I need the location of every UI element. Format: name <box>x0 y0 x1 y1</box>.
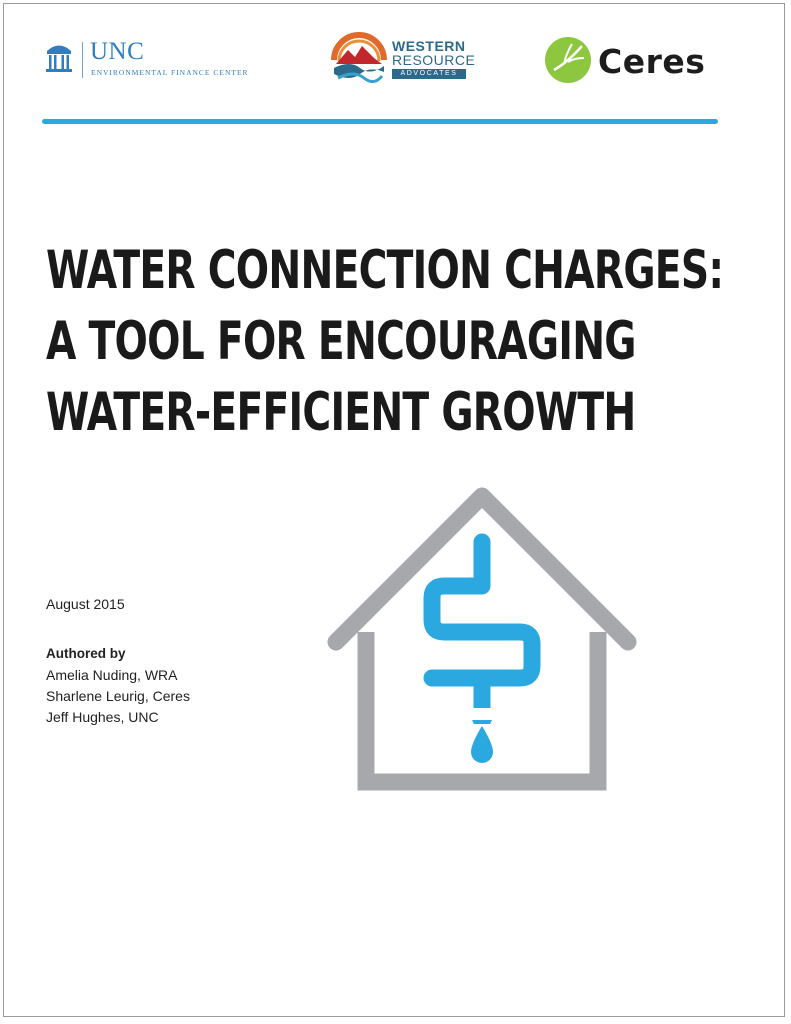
author-line: Sharlene Leurig, Ceres <box>46 688 190 704</box>
unc-logo-subtitle: ENVIRONMENTAL FINANCE CENTER <box>91 68 249 77</box>
old-well-icon <box>46 45 72 72</box>
mountain-river-icon <box>331 32 387 83</box>
wra-logo-line1: WESTERN <box>392 38 466 54</box>
house-dollar-pipe-water-drop-icon <box>327 487 637 791</box>
report-title-line1: WATER CONNECTION CHARGES: <box>46 240 724 301</box>
unc-logo-divider <box>82 42 83 78</box>
author-line: Amelia Nuding, WRA <box>46 667 178 683</box>
unc-logo-name: UNC <box>90 38 145 65</box>
report-title-line3: WATER-EFFICIENT GROWTH <box>46 382 636 443</box>
author-line: Jeff Hughes, UNC <box>46 709 159 725</box>
report-cover-page: UNC ENVIRONMENTAL FINANCE CENTER WESTERN… <box>3 3 785 1017</box>
wra-logo-line2: RESOURCE <box>392 52 476 68</box>
report-title: WATER CONNECTION CHARGES: A TOOL FOR ENC… <box>46 235 746 448</box>
report-title-line2: A TOOL FOR ENCOURAGING <box>46 311 636 372</box>
header-divider <box>42 119 718 124</box>
publication-date: August 2015 <box>46 596 125 612</box>
ceres-logo-name: Ceres <box>598 42 706 81</box>
green-leaf-circle-icon <box>545 37 591 83</box>
wra-logo-line3: ADVOCATES <box>392 69 466 79</box>
authored-by-heading: Authored by <box>46 646 126 661</box>
